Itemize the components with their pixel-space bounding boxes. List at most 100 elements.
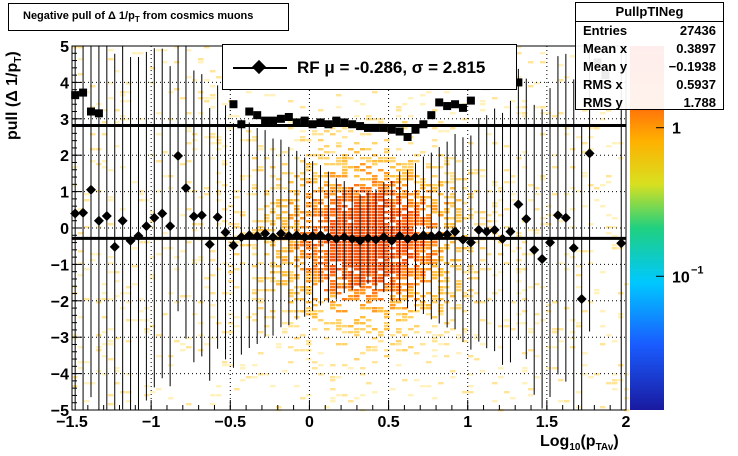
density-cell [240,364,246,367]
mean-point [434,230,445,241]
density-cell [462,247,468,250]
density-cell [408,295,414,298]
density-cell [480,103,486,106]
density-cell [366,382,372,385]
density-cell [402,241,408,244]
density-cell [408,232,414,235]
density-cell [486,322,492,325]
density-cell [408,346,414,349]
density-cell [372,259,378,262]
density-cell [420,217,426,220]
density-cell [402,232,408,235]
density-cell [420,220,426,223]
density-cell [180,349,186,352]
density-cell [396,208,402,211]
density-cell [252,265,258,268]
density-cell [186,337,192,340]
density-cell [372,184,378,187]
density-cell [414,304,420,307]
y-tick-label: −5 [51,403,69,420]
density-cell [396,349,402,352]
density-cell [420,268,426,271]
density-cell [582,352,588,355]
density-cell [414,268,420,271]
density-cell [312,304,318,307]
density-cell [324,265,330,268]
density-cell [336,247,342,250]
density-cell [528,85,534,88]
density-cell [414,256,420,259]
density-cell [300,139,306,142]
density-cell [420,196,426,199]
density-cell [180,214,186,217]
density-cell [288,121,294,124]
density-cell [330,397,336,400]
density-cell [330,400,336,403]
density-cell [456,160,462,163]
density-cell [354,262,360,265]
density-cell [600,118,606,121]
density-cell [414,298,420,301]
density-cell [366,232,372,235]
density-cell [372,181,378,184]
density-cell [330,202,336,205]
density-cell [228,292,234,295]
density-cell [426,304,432,307]
rms-point [269,116,278,125]
density-cell [474,211,480,214]
density-cell [396,109,402,112]
density-cell [522,367,528,370]
density-cell [342,364,348,367]
density-cell [312,190,318,193]
density-cell [558,379,564,382]
mean-point [339,232,350,243]
density-cell [366,133,372,136]
density-cell [84,298,90,301]
density-cell [264,94,270,97]
density-cell [390,211,396,214]
density-cell [228,331,234,334]
density-cell [168,247,174,250]
density-cell [306,181,312,184]
density-cell [558,400,564,403]
mean-point [378,232,389,243]
density-cell [384,250,390,253]
density-cell [384,175,390,178]
density-cell [336,241,342,244]
density-cell [330,175,336,178]
density-cell [402,289,408,292]
density-cell [432,166,438,169]
density-cell [354,169,360,172]
density-cell [354,214,360,217]
density-cell [366,247,372,250]
density-cell [306,271,312,274]
density-cell [84,361,90,364]
density-cell [426,361,432,364]
density-cell [396,250,402,253]
density-cell [582,109,588,112]
density-cell [426,331,432,334]
density-cell [372,250,378,253]
density-cell [366,307,372,310]
density-cell [390,388,396,391]
density-cell [324,406,330,409]
density-cell [306,202,312,205]
density-cell [288,127,294,130]
density-cell [438,334,444,337]
density-cell [162,247,168,250]
density-cell [408,394,414,397]
rms-point [451,100,460,109]
rms-point [363,123,372,132]
y-tick-label: 3 [60,112,69,129]
density-cell [420,178,426,181]
density-cell [378,241,384,244]
density-cell [414,208,420,211]
density-cell [408,220,414,223]
density-cell [258,331,264,334]
density-cell [390,301,396,304]
mean-point [497,233,508,244]
density-cell [618,379,624,382]
density-cell [336,256,342,259]
density-cell [204,136,210,139]
density-cell [384,262,390,265]
